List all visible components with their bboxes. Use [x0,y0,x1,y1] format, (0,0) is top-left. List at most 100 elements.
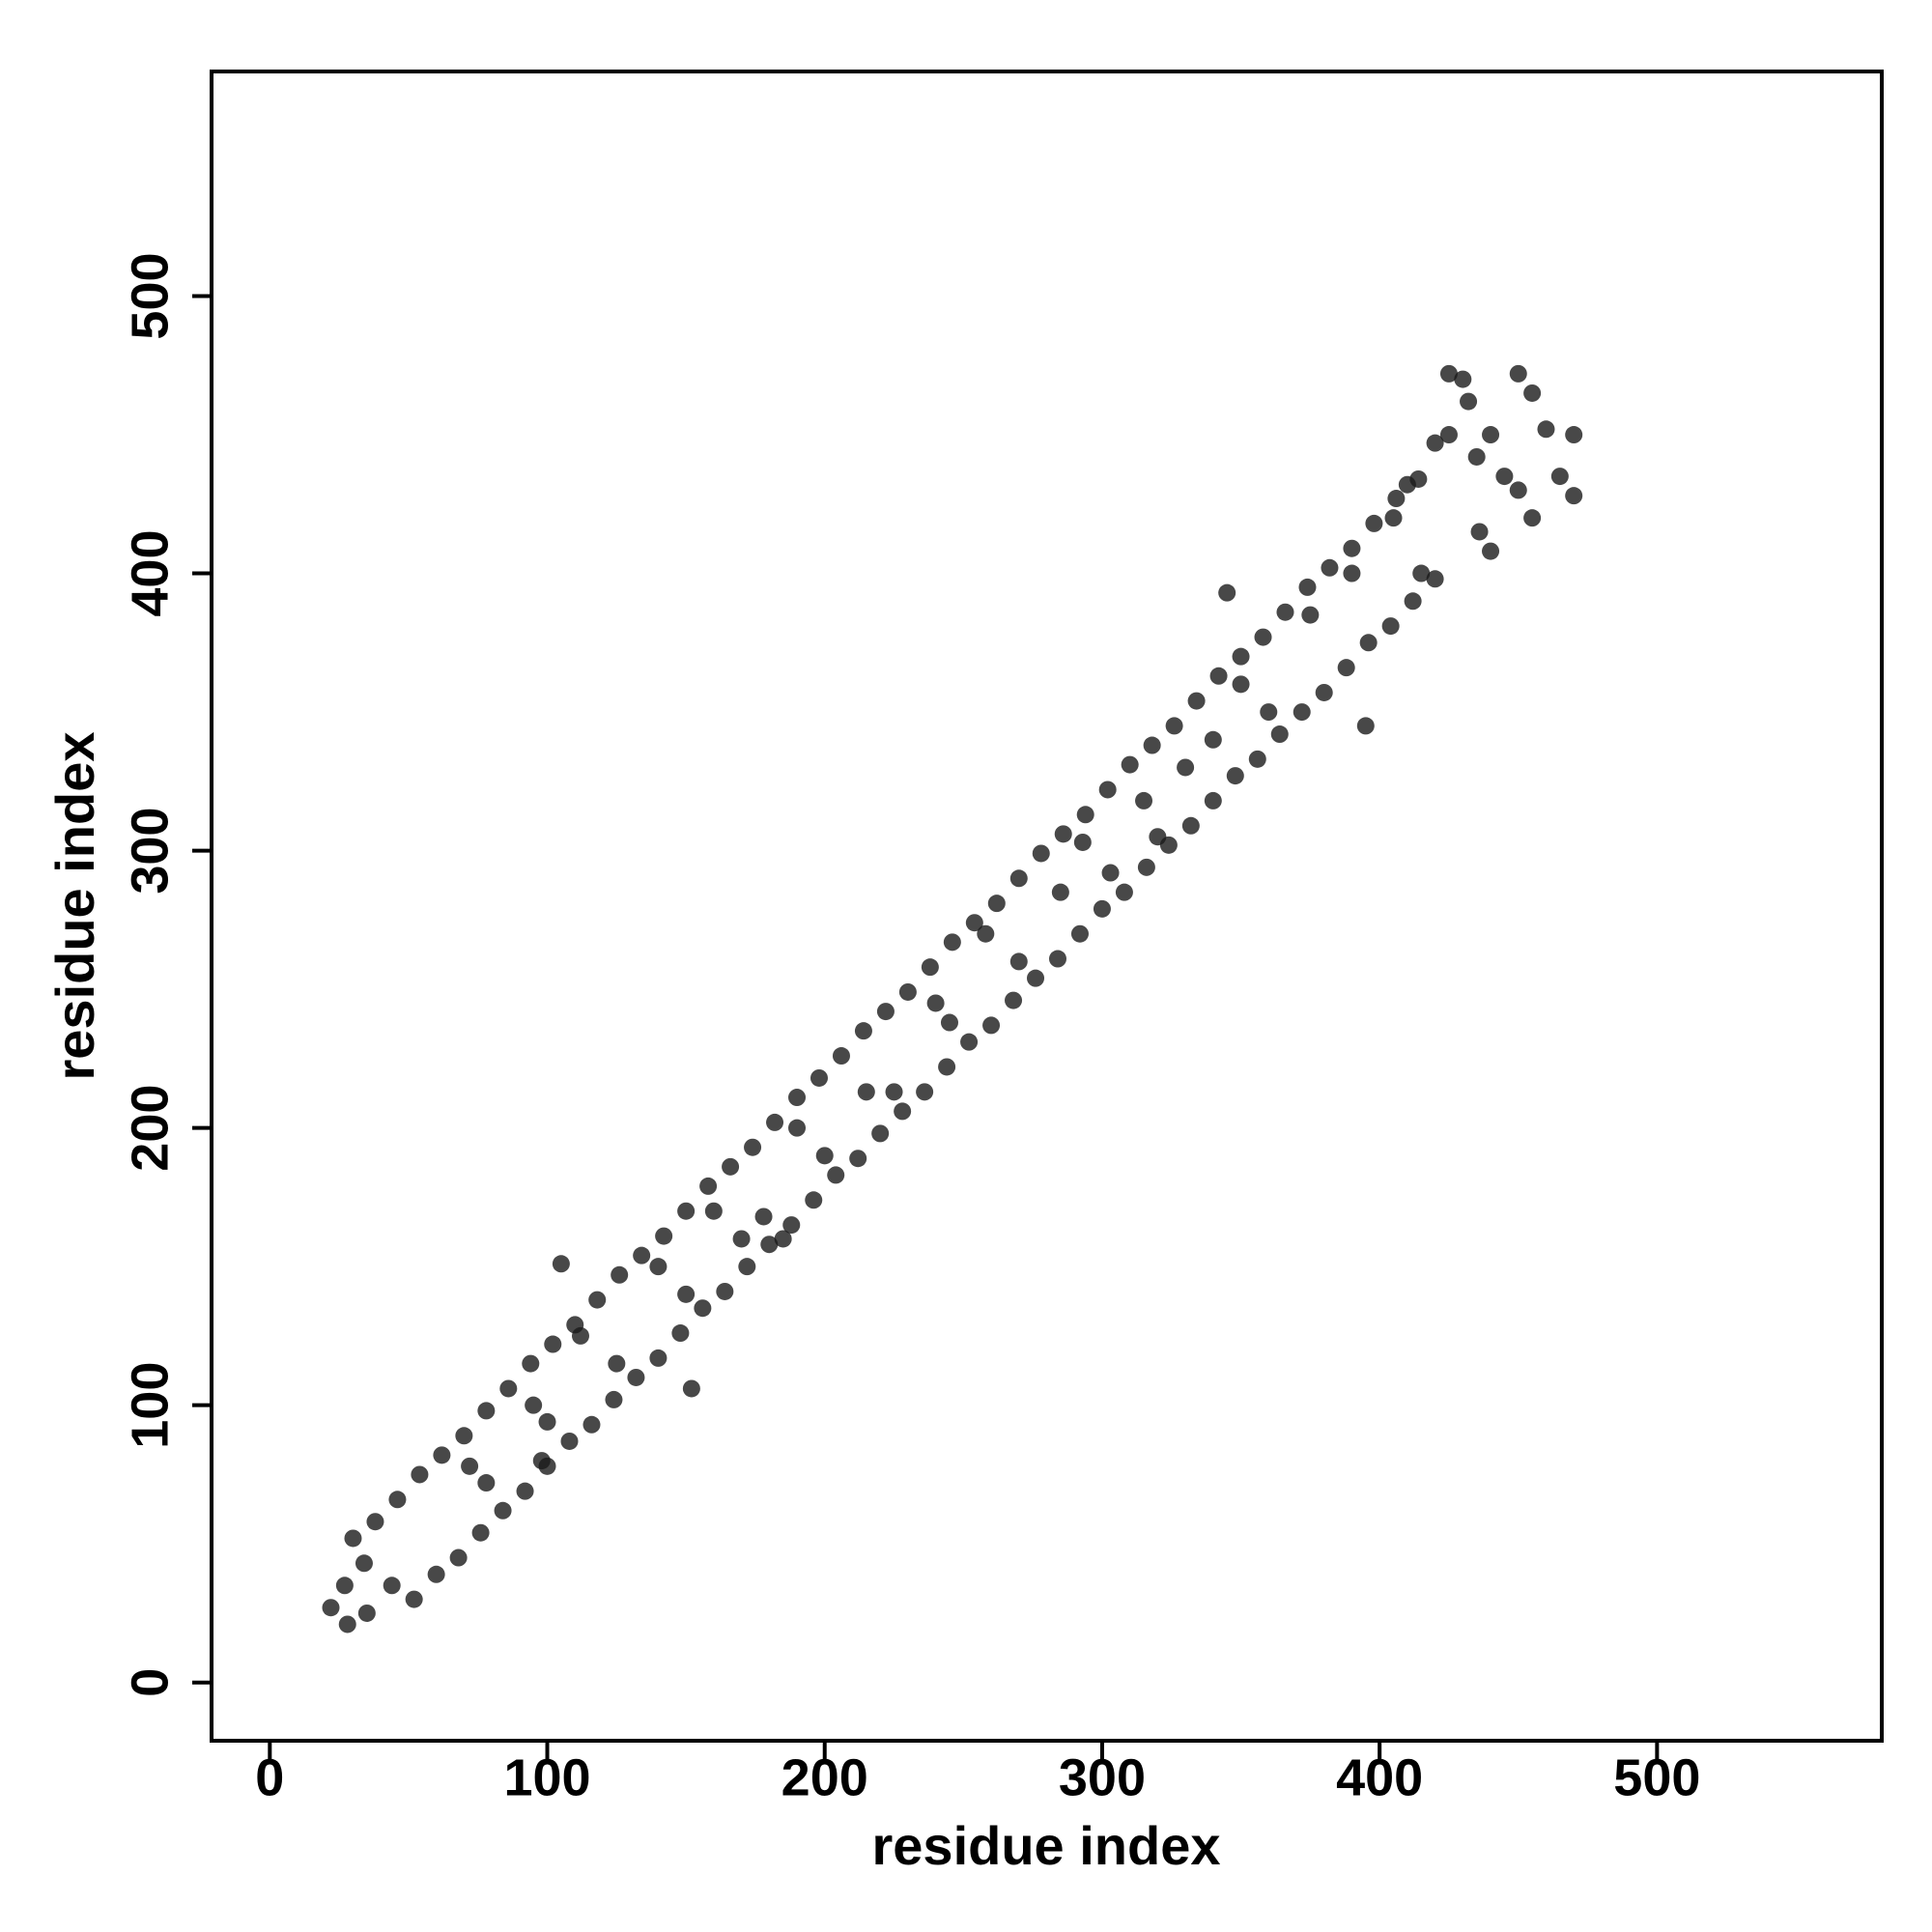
point [544,1335,562,1353]
point [1482,426,1500,444]
point [898,982,917,1001]
point [1009,952,1028,971]
point [876,1003,895,1021]
point [1204,730,1222,749]
point [1412,564,1431,582]
point [1254,628,1272,646]
point [782,1216,801,1235]
point [1426,434,1444,452]
point [1076,806,1094,824]
point [671,1324,690,1343]
point [1359,634,1378,652]
point [1270,725,1289,744]
point [699,1177,718,1195]
point [1343,539,1361,557]
point [608,1354,626,1373]
point [1384,509,1403,527]
point [982,1016,1001,1035]
point [649,1258,668,1276]
point [1381,617,1400,636]
point [987,895,1006,913]
point [1098,781,1117,799]
point [344,1529,362,1548]
point [335,1577,354,1595]
point [477,1474,496,1492]
point [1537,420,1555,439]
point [1048,950,1066,968]
y-tick-label: 0 [121,1668,179,1697]
point [694,1299,712,1318]
point [582,1415,601,1434]
point [754,1208,773,1226]
x-tick-label: 200 [781,1748,868,1806]
point [827,1166,845,1184]
point [744,1138,762,1156]
point [732,1230,751,1248]
point [1523,509,1542,527]
point [560,1432,579,1450]
x-tick-label: 400 [1336,1748,1423,1806]
x-axis-title: residue index [871,1815,1220,1876]
point [1073,833,1092,851]
point [1470,523,1489,541]
point [885,1083,903,1101]
point [655,1227,673,1245]
point [682,1379,700,1398]
y-tick-label: 400 [121,529,179,616]
point [1009,869,1028,888]
point [1509,481,1527,499]
point [433,1446,451,1464]
point [832,1047,850,1065]
point [760,1236,779,1254]
plot-frame [210,70,1884,1743]
point [938,1058,956,1076]
point [1051,883,1069,901]
point [1248,750,1266,768]
point [1232,647,1250,666]
point [611,1265,629,1284]
point [571,1326,589,1345]
point [1482,542,1500,560]
point [1143,736,1161,754]
point [1550,468,1569,486]
point [1315,683,1333,701]
point [1365,514,1383,532]
point [471,1523,490,1542]
point [1343,564,1361,582]
point [716,1282,734,1300]
point [774,1230,792,1248]
point [1218,583,1236,602]
point [1149,828,1167,846]
point [1032,844,1050,863]
point [627,1368,645,1386]
point [1321,558,1339,577]
y-tick-label: 500 [121,252,179,339]
point [1439,364,1458,383]
point [405,1590,423,1608]
point [357,1604,376,1622]
point [525,1396,543,1414]
point [1509,364,1527,383]
point [1298,578,1317,596]
point [411,1465,429,1484]
point [1165,717,1183,735]
point [1495,468,1514,486]
point [499,1379,518,1398]
point [383,1577,401,1595]
point [1135,791,1153,810]
point [455,1427,473,1445]
point [355,1554,373,1573]
point [1398,475,1416,494]
point [677,1285,696,1303]
point [427,1565,445,1583]
point [1115,883,1133,901]
point [1301,606,1320,624]
point [704,1202,723,1220]
point [677,1202,696,1220]
point [366,1513,384,1531]
point [1070,924,1089,943]
point [516,1482,534,1500]
point [1181,816,1200,835]
point [1467,447,1486,466]
